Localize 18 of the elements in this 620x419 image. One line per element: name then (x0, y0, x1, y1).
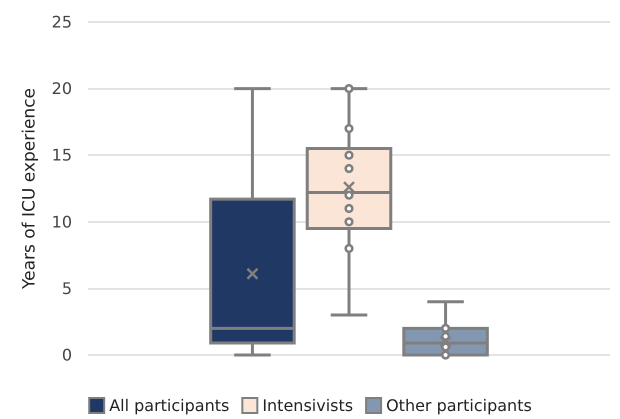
y-axis-title: Years of ICU experience (20, 88, 40, 290)
legend-label: Intensivists (262, 396, 354, 415)
point (344, 204, 354, 214)
point (344, 124, 354, 134)
y-tick-label: 0 (62, 346, 72, 364)
legend-label: Other participants (386, 396, 532, 415)
point (344, 244, 354, 253)
y-tick-label: 15 (52, 146, 72, 165)
y-tick-label: 25 (52, 12, 72, 32)
point (344, 164, 354, 174)
legend-label: All participants (109, 396, 230, 415)
y-tick-label: 20 (52, 79, 72, 98)
point (344, 190, 354, 200)
point (344, 217, 354, 226)
point (344, 150, 354, 160)
y-tick-label: 5 (62, 278, 72, 298)
y-tick-label: 10 (52, 212, 72, 232)
point (344, 84, 354, 94)
